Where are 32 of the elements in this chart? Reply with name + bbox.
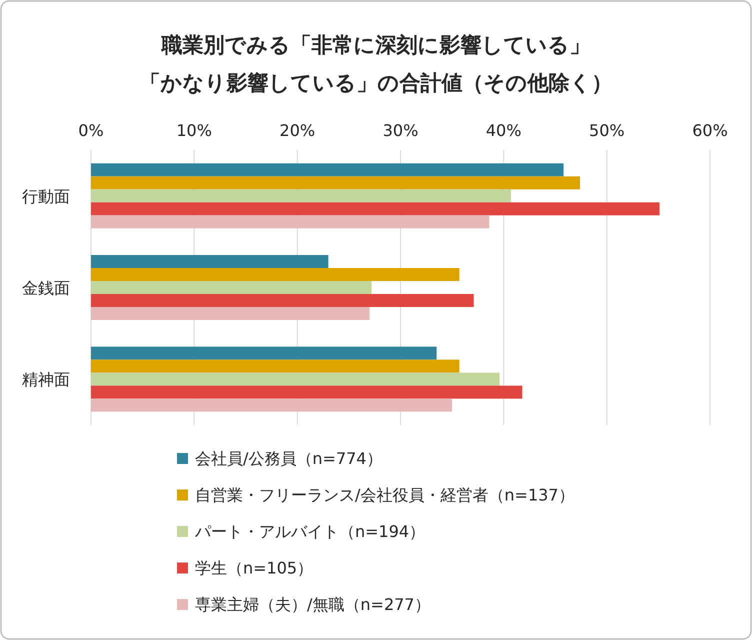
bar <box>91 386 522 399</box>
chart-subtitle: 「かなり影響している」の合計値（その他除く） <box>140 71 612 95</box>
x-tick-label: 40% <box>486 121 522 140</box>
bar <box>91 268 460 281</box>
bar <box>91 176 580 190</box>
x-tick-label: 30% <box>382 121 418 140</box>
legend-label: 専業主婦（夫）/無職（n=277） <box>195 595 430 614</box>
bar <box>91 202 660 216</box>
y-tick-label: 精神面 <box>22 370 70 390</box>
legend-label: パート・アルバイト（n=194） <box>194 522 426 541</box>
bar <box>91 163 564 176</box>
bar <box>91 346 437 360</box>
bar <box>91 255 328 268</box>
x-tick-label: 10% <box>176 121 212 140</box>
bar <box>91 215 490 228</box>
y-tick-label: 行動面 <box>22 186 70 206</box>
bar <box>91 189 511 202</box>
legend-label: 会社員/公務員（n=774） <box>195 449 382 468</box>
x-tick-label: 0% <box>78 121 104 140</box>
legend-label: 学生（n=105） <box>195 558 314 578</box>
x-tick-label: 50% <box>589 121 625 140</box>
bar <box>91 360 460 373</box>
bar <box>91 307 370 320</box>
chart-title: 職業別でみる「非常に深刻に影響している」 <box>160 33 590 57</box>
y-tick-label: 金銭面 <box>22 278 70 298</box>
x-tick-label: 60% <box>692 121 728 140</box>
x-tick-label: 20% <box>280 121 316 140</box>
bar <box>91 372 500 386</box>
bar <box>91 398 452 412</box>
bar <box>91 294 474 307</box>
bar <box>91 281 372 294</box>
legend-label: 自営業・フリーランス/会社役員・経営者（n=137） <box>195 486 574 504</box>
